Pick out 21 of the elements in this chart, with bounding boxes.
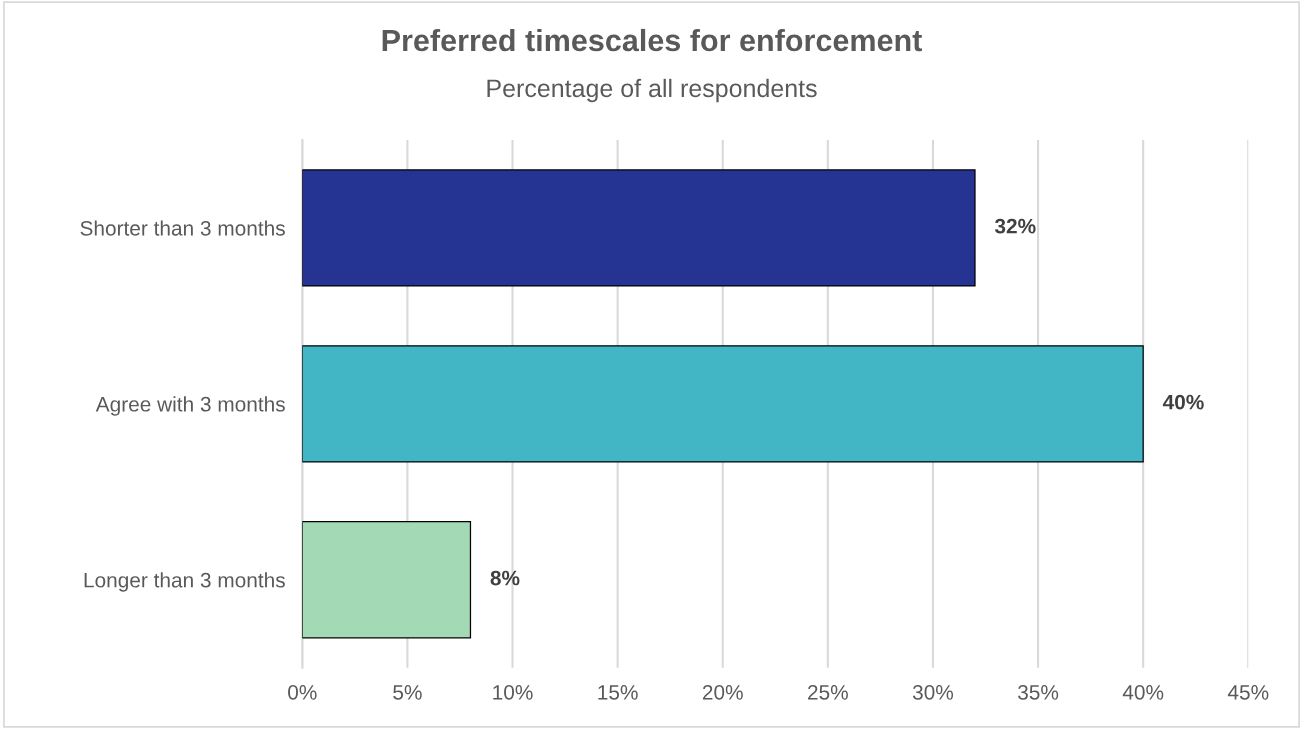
bar	[302, 345, 1144, 463]
data-label: 32%	[994, 218, 1036, 234]
chart-subtitle: Percentage of all respondents	[487, 78, 817, 103]
x-tick-label: 10%	[493, 684, 533, 700]
x-tick-label: 25%	[808, 684, 848, 700]
x-tick-label: 5%	[393, 685, 422, 700]
x-tick-label: 15%	[598, 685, 638, 700]
x-tick-label: 0%	[288, 684, 317, 700]
data-label: 40%	[1162, 394, 1204, 410]
bar	[302, 521, 472, 639]
y-tick-label: Longer than 3 months	[84, 572, 285, 592]
x-tick-label: 20%	[702, 684, 743, 700]
x-tick-label: 35%	[1018, 684, 1059, 700]
y-tick-label: Agree with 3 months	[95, 396, 285, 416]
bar	[302, 169, 976, 287]
y-tick-label: Shorter than 3 months	[80, 220, 285, 236]
chart-title: Preferred timescales for enforcement	[382, 28, 923, 52]
data-label: 8%	[490, 570, 520, 586]
x-tick-label: 40%	[1122, 684, 1164, 700]
x-tick-label: 45%	[1227, 685, 1269, 700]
x-tick-label: 30%	[912, 684, 954, 700]
